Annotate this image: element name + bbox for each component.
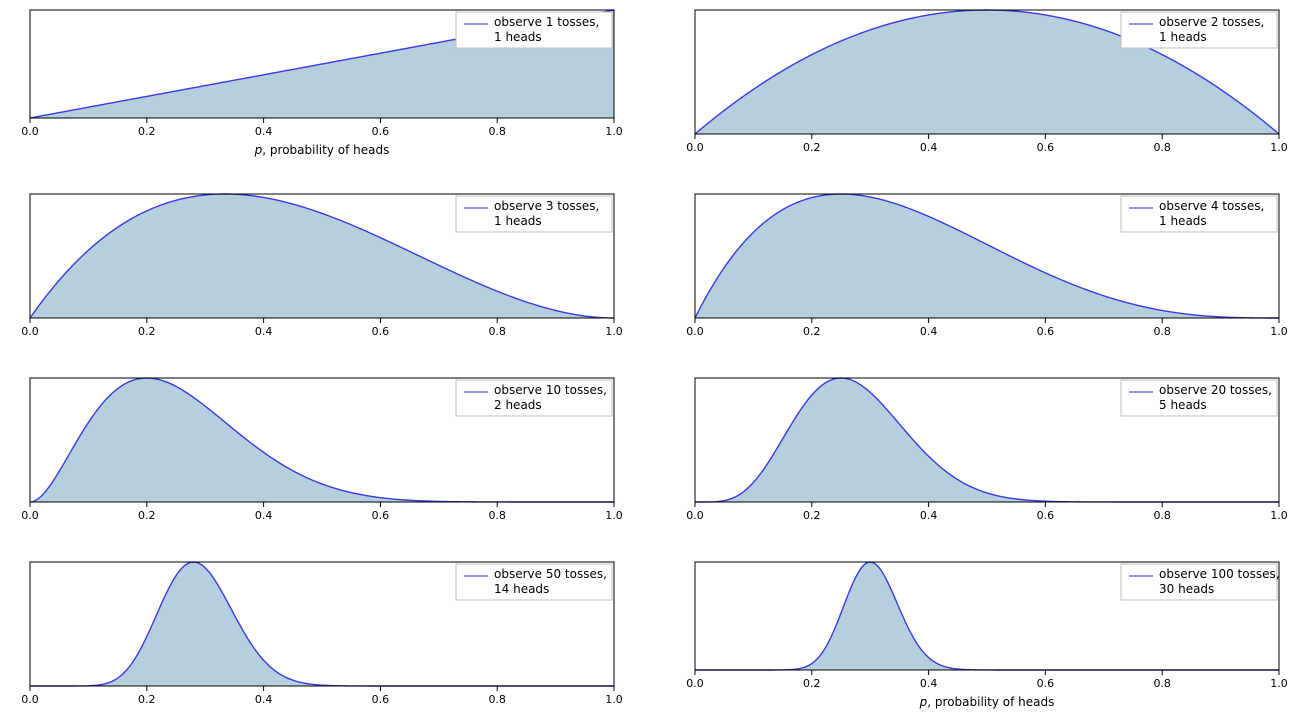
xtick-label: 0.2 (138, 325, 156, 338)
x-axis-ticks: 0.0 0.2 0.4 0.6 0.8 1.0 (21, 118, 622, 138)
legend-text-line1: observe 50 tosses, (494, 567, 607, 581)
xtick-label: 1.0 (1270, 141, 1287, 154)
xtick-label: 0.0 (21, 693, 39, 706)
xtick-label: 0.2 (138, 509, 156, 522)
xtick-label: 0.6 (372, 693, 390, 706)
xtick-label: 0.2 (138, 693, 156, 706)
xtick-label: 0.4 (919, 141, 937, 154)
xtick-label: 0.4 (255, 509, 273, 522)
legend-text-line1: observe 10 tosses, (494, 383, 607, 397)
panel-svg: 0.0 0.2 0.4 0.6 0.8 1.0 observe 20 tosses, 5 … (677, 372, 1287, 532)
x-axis-ticks: 0.0 0.2 0.4 0.6 0.8 1.0 (21, 318, 622, 338)
panel-svg: 0.0 0.2 0.4 0.6 0.8 1.0 observe 4 tosses, 1 h… (677, 188, 1287, 348)
panel-5: 0.0 0.2 0.4 0.6 0.8 1.0 observe 20 tosses, 5 … (677, 372, 1302, 532)
xtick-label: 1.0 (1270, 677, 1287, 690)
legend-text-line2: 2 heads (494, 398, 542, 412)
xtick-label: 1.0 (605, 509, 622, 522)
legend: observe 4 tosses, 1 heads (1121, 196, 1277, 232)
panel-svg: 0.0 0.2 0.4 0.6 0.8 1.0 observe 50 tosses, 14… (12, 556, 622, 716)
xtick-label: 0.6 (1036, 141, 1054, 154)
panel-svg: 0.0 0.2 0.4 0.6 0.8 1.0 observe 2 tosses, 1 h… (677, 4, 1287, 164)
xtick-label: 0.6 (1036, 509, 1054, 522)
xtick-label: 0.4 (919, 325, 937, 338)
panel-2: 0.0 0.2 0.4 0.6 0.8 1.0 observe 3 tosses, 1 h… (12, 188, 637, 348)
xtick-label: 0.8 (1153, 325, 1171, 338)
xtick-label: 0.6 (372, 509, 390, 522)
legend: observe 50 tosses, 14 heads (456, 564, 612, 600)
legend-text-line2: 14 heads (494, 582, 549, 596)
xtick-label: 1.0 (605, 125, 622, 138)
x-axis-ticks: 0.0 0.2 0.4 0.6 0.8 1.0 (21, 502, 622, 522)
xtick-label: 0.8 (488, 125, 506, 138)
xtick-label: 0.8 (1153, 509, 1171, 522)
legend: observe 20 tosses, 5 heads (1121, 380, 1277, 416)
xtick-label: 0.4 (255, 125, 273, 138)
xtick-label: 0.0 (686, 325, 704, 338)
xtick-label: 0.6 (1036, 677, 1054, 690)
xtick-label: 1.0 (605, 325, 622, 338)
xtick-label: 0.8 (488, 325, 506, 338)
xtick-label: 0.8 (1153, 141, 1171, 154)
legend: observe 2 tosses, 1 heads (1121, 12, 1277, 48)
xtick-label: 0.2 (803, 325, 821, 338)
legend-text-line1: observe 2 tosses, (1159, 15, 1264, 29)
panel-svg: 0.0 0.2 0.4 0.6 0.8 1.0 p, probability of hea… (12, 4, 622, 164)
legend: observe 3 tosses, 1 heads (456, 196, 612, 232)
legend-text-line2: 1 heads (494, 30, 542, 44)
xtick-label: 0.6 (372, 325, 390, 338)
xtick-label: 0.8 (488, 509, 506, 522)
panel-3: 0.0 0.2 0.4 0.6 0.8 1.0 observe 4 tosses, 1 h… (677, 188, 1302, 348)
xtick-label: 1.0 (1270, 509, 1287, 522)
xtick-label: 1.0 (1270, 325, 1287, 338)
legend-text-line1: observe 3 tosses, (494, 199, 599, 213)
panel-4: 0.0 0.2 0.4 0.6 0.8 1.0 observe 10 tosses, 2 … (12, 372, 637, 532)
legend-text-line1: observe 20 tosses, (1159, 383, 1272, 397)
legend: observe 100 tosses, 30 heads (1121, 564, 1280, 600)
xtick-label: 0.4 (255, 325, 273, 338)
xtick-label: 0.6 (372, 125, 390, 138)
legend-text-line2: 1 heads (1159, 214, 1207, 228)
legend-text-line2: 1 heads (1159, 30, 1207, 44)
x-axis-ticks: 0.0 0.2 0.4 0.6 0.8 1.0 (686, 502, 1287, 522)
x-axis-label: p, probability of heads (918, 695, 1054, 709)
xtick-label: 0.6 (1036, 325, 1054, 338)
xtick-label: 0.0 (686, 677, 704, 690)
xtick-label: 0.4 (919, 677, 937, 690)
xtick-label: 1.0 (605, 693, 622, 706)
legend-text-line1: observe 4 tosses, (1159, 199, 1264, 213)
panel-svg: 0.0 0.2 0.4 0.6 0.8 1.0 observe 3 tosses, 1 h… (12, 188, 622, 348)
xtick-label: 0.2 (803, 509, 821, 522)
legend-text-line2: 1 heads (494, 214, 542, 228)
x-axis-ticks: 0.0 0.2 0.4 0.6 0.8 1.0 (21, 686, 622, 706)
legend: observe 10 tosses, 2 heads (456, 380, 612, 416)
xtick-label: 0.4 (919, 509, 937, 522)
x-axis-ticks: 0.0 0.2 0.4 0.6 0.8 1.0 (686, 134, 1287, 154)
panel-svg: 0.0 0.2 0.4 0.6 0.8 1.0 p, probability of hea… (677, 556, 1287, 716)
xtick-label: 0.8 (488, 693, 506, 706)
xtick-label: 0.2 (138, 125, 156, 138)
legend-text-line1: observe 100 tosses, (1159, 567, 1280, 581)
panel-1: 0.0 0.2 0.4 0.6 0.8 1.0 observe 2 tosses, 1 h… (677, 4, 1302, 164)
legend-text-line2: 5 heads (1159, 398, 1207, 412)
x-axis-ticks: 0.0 0.2 0.4 0.6 0.8 1.0 (686, 670, 1287, 690)
legend-text-line1: observe 1 tosses, (494, 15, 599, 29)
legend: observe 1 tosses, 1 heads (456, 12, 612, 48)
panel-svg: 0.0 0.2 0.4 0.6 0.8 1.0 observe 10 tosses, 2 … (12, 372, 622, 532)
xtick-label: 0.8 (1153, 677, 1171, 690)
x-axis-label: p, probability of heads (254, 143, 390, 157)
xtick-label: 0.4 (255, 693, 273, 706)
panel-6: 0.0 0.2 0.4 0.6 0.8 1.0 observe 50 tosses, 14… (12, 556, 637, 716)
panel-7: 0.0 0.2 0.4 0.6 0.8 1.0 p, probability of hea… (677, 556, 1302, 716)
xtick-label: 0.0 (21, 509, 39, 522)
x-axis-ticks: 0.0 0.2 0.4 0.6 0.8 1.0 (686, 318, 1287, 338)
xtick-label: 0.0 (21, 325, 39, 338)
panel-0: 0.0 0.2 0.4 0.6 0.8 1.0 p, probability of hea… (12, 4, 637, 164)
xtick-label: 0.0 (686, 141, 704, 154)
xtick-label: 0.2 (803, 141, 821, 154)
xtick-label: 0.0 (21, 125, 39, 138)
xtick-label: 0.2 (803, 677, 821, 690)
legend-text-line2: 30 heads (1159, 582, 1214, 596)
chart-grid: 0.0 0.2 0.4 0.6 0.8 1.0 p, probability of hea… (0, 0, 1313, 716)
xtick-label: 0.0 (686, 509, 704, 522)
